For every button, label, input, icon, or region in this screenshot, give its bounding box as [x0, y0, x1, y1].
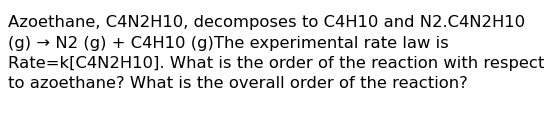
- Text: Azoethane, C4N2H10, decomposes to C4H10 and N2.C4N2H10
(g) → N2 (g) + C4H10 (g)T: Azoethane, C4N2H10, decomposes to C4H10 …: [8, 15, 545, 91]
